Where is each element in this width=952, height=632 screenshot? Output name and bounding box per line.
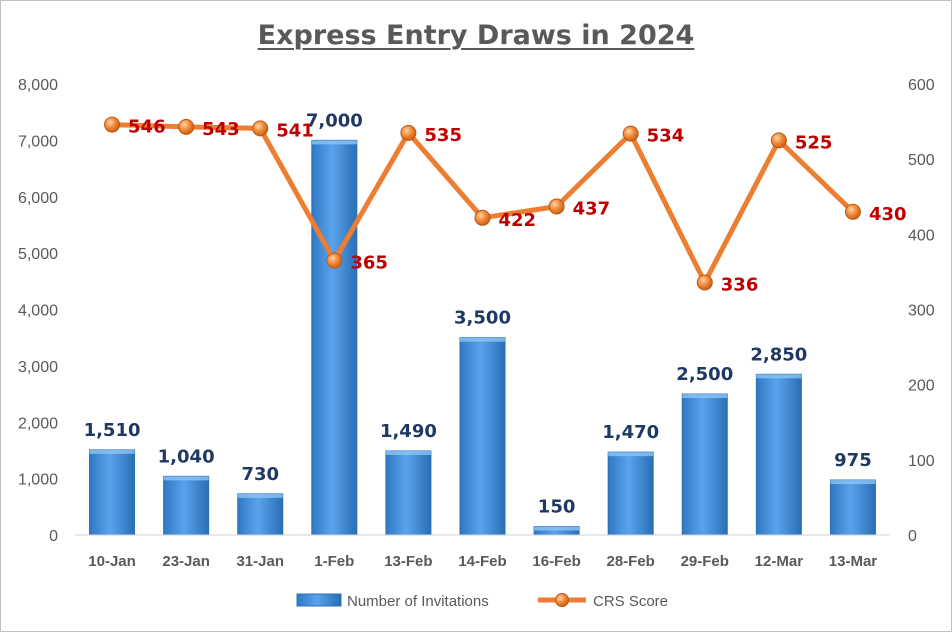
bar [829,479,876,536]
crs-data-label: 422 [499,210,537,231]
left-tick-label: 2,000 [18,415,58,432]
crs-data-label: 365 [350,253,388,274]
right-tick-label: 0 [908,528,917,545]
right-tick-label: 300 [908,303,935,320]
crs-marker [622,125,639,142]
left-tick-label: 6,000 [18,190,58,207]
left-y-axis: 0 1,000 2,000 3,000 4,000 5,000 6,000 7,000 8,00… [18,77,58,545]
x-tick-label: 1-Feb [314,553,354,570]
bar-data-label: 3,500 [454,308,511,329]
bar-top-highlight [89,449,135,454]
crs-marker [400,124,417,141]
crs-marker [104,116,121,133]
x-tick-label: 31-Jan [236,553,284,570]
crs-data-label: 541 [276,120,314,141]
crs-marker [548,198,565,215]
bar [755,373,802,536]
bar-top-highlight [163,476,209,481]
bar-top-highlight [460,337,505,342]
bar-data-label: 1,490 [380,421,437,442]
x-tick-label: 13-Feb [384,553,432,570]
crs-marker [474,209,491,226]
bar-data-label: 150 [538,497,576,518]
invitations-data-labels: 1,510 1,040 730 7,000 1,490 3,500 150 1,470 2,50… [84,110,872,517]
left-tick-label: 1,000 [18,472,58,489]
left-tick-label: 7,000 [18,133,58,150]
crs-marker [252,120,269,137]
crs-data-label: 525 [795,132,833,153]
crs-data-label: 437 [573,199,611,220]
crs-marker [770,132,787,149]
bar-data-label: 2,850 [750,344,807,365]
chart-title: Express Entry Draws in 2024 [257,20,695,51]
crs-marker [326,252,343,269]
x-axis: 10-Jan 23-Jan 31-Jan 1-Feb 13-Feb 14-Feb 16-Fe… [75,534,890,570]
right-tick-label: 100 [908,453,935,470]
crs-data-label: 534 [647,126,685,147]
crs-data-label: 546 [128,117,166,138]
bar [385,450,432,536]
crs-data-label: 336 [721,274,759,295]
bar [311,139,358,536]
crs-marker [844,203,861,220]
crs-data-label: 543 [202,119,240,140]
bar [163,475,210,536]
legend-marker-swatch [555,593,569,607]
right-tick-label: 200 [908,378,935,395]
x-tick-label: 14-Feb [458,553,506,570]
bar-data-label: 1,470 [602,422,659,443]
right-tick-label: 400 [908,227,935,244]
bar [459,337,506,536]
left-tick-label: 4,000 [18,303,58,320]
left-tick-label: 8,000 [18,77,58,94]
right-tick-label: 600 [908,77,935,94]
bar-data-label: 2,500 [676,364,733,385]
crs-marker [696,274,713,291]
bar-data-label: 975 [834,450,872,471]
right-y-axis: 0 100 200 300 400 500 600 [908,77,935,545]
x-tick-label: 10-Jan [88,553,136,570]
bar [237,493,284,536]
x-tick-label: 29-Feb [681,553,729,570]
legend-label-invitations: Number of Invitations [347,593,489,610]
bar [607,451,654,536]
legend-bar-swatch [296,593,342,607]
right-tick-label: 500 [908,152,935,169]
crs-marker [178,118,195,135]
crs-line [104,116,861,291]
x-tick-label: 28-Feb [607,553,655,570]
bar-data-label: 7,000 [306,110,363,131]
crs-data-label: 430 [869,204,907,225]
legend: Number of Invitations CRS Score [296,593,668,610]
bar-top-highlight [682,394,728,399]
left-tick-label: 0 [49,528,58,545]
bar-data-label: 1,040 [158,446,215,467]
x-tick-label: 23-Jan [162,553,210,570]
bar-data-label: 730 [241,464,279,485]
bar-top-highlight [830,480,876,485]
bar-top-highlight [756,374,802,379]
x-tick-label: 13-Mar [829,553,878,570]
left-tick-label: 5,000 [18,246,58,263]
bar-data-label: 1,510 [84,420,141,441]
bar-top-highlight [534,526,580,531]
bar [681,393,728,536]
bar [89,449,136,536]
crs-data-label: 535 [424,125,462,146]
x-tick-label: 16-Feb [532,553,580,570]
x-tick-label: 12-Mar [755,553,804,570]
crs-data-labels: 546 543 541 365 535 422 437 534 336 525 430 [128,117,906,296]
left-tick-label: 3,000 [18,359,58,376]
crs-line-path [111,122,855,285]
bar-top-highlight [385,451,431,456]
bar-top-highlight [311,140,357,145]
bar-top-highlight [237,493,283,498]
legend-label-crs: CRS Score [593,593,668,610]
bar-top-highlight [608,452,654,457]
invitations-bars [89,139,876,536]
